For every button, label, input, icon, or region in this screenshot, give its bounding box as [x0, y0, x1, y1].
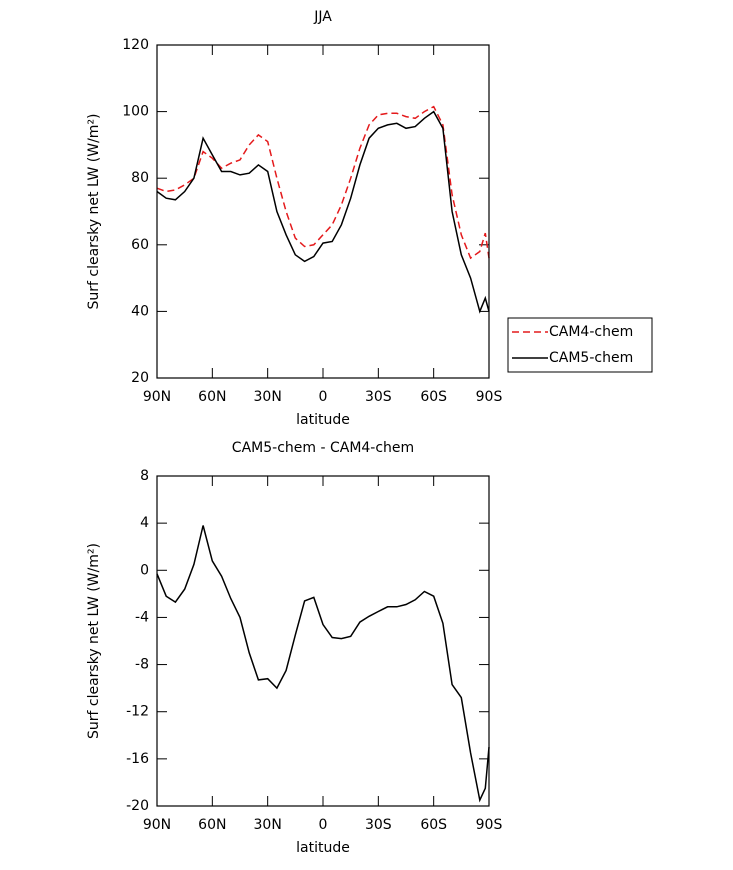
- legend-label: CAM4-chem: [549, 324, 633, 340]
- y-tick-label: 100: [122, 104, 149, 120]
- x-axis-label: latitude: [296, 840, 350, 856]
- x-tick-label: 30N: [254, 389, 282, 405]
- y-tick-label: 60: [131, 237, 149, 253]
- x-axis-label: latitude: [296, 412, 350, 428]
- y-tick-label: 4: [140, 515, 149, 531]
- data-line: [156, 105, 490, 260]
- y-tick-label: 40: [131, 303, 149, 319]
- x-tick-label: 60N: [198, 389, 226, 405]
- data-line: [156, 110, 490, 314]
- y-tick-label: 120: [122, 37, 149, 53]
- plot-frame: [156, 475, 490, 807]
- y-tick-label: -20: [126, 798, 149, 814]
- x-tick-label: 30S: [365, 817, 392, 833]
- x-tick-label: 60S: [420, 817, 447, 833]
- chart-title: JJA: [313, 9, 332, 25]
- y-tick-label: 8: [140, 468, 149, 484]
- data-line: [156, 525, 490, 803]
- plot-frame: [156, 44, 490, 379]
- y-axis-label: Surf clearsky net LW (W/m²): [86, 113, 102, 309]
- x-tick-label: 60S: [420, 389, 447, 405]
- y-tick-label: 80: [131, 170, 149, 186]
- chart-title: CAM5-chem - CAM4-chem: [232, 440, 414, 456]
- y-tick-label: 0: [140, 562, 149, 578]
- y-tick-label: -12: [126, 704, 149, 720]
- x-tick-label: 30N: [254, 817, 282, 833]
- x-tick-label: 60N: [198, 817, 226, 833]
- legend-label: CAM5-chem: [549, 350, 633, 366]
- y-tick-label: -16: [126, 751, 149, 767]
- x-tick-label: 90N: [143, 817, 171, 833]
- y-tick-label: -8: [135, 657, 149, 673]
- x-tick-label: 90S: [476, 817, 503, 833]
- x-tick-label: 30S: [365, 389, 392, 405]
- y-tick-label: 20: [131, 370, 149, 386]
- y-axis-label: Surf clearsky net LW (W/m²): [86, 543, 102, 739]
- x-tick-label: 90N: [143, 389, 171, 405]
- x-tick-label: 90S: [476, 389, 503, 405]
- x-tick-label: 0: [319, 389, 328, 405]
- legend-box: [507, 317, 653, 373]
- y-tick-label: -4: [135, 609, 149, 625]
- x-tick-label: 0: [319, 817, 328, 833]
